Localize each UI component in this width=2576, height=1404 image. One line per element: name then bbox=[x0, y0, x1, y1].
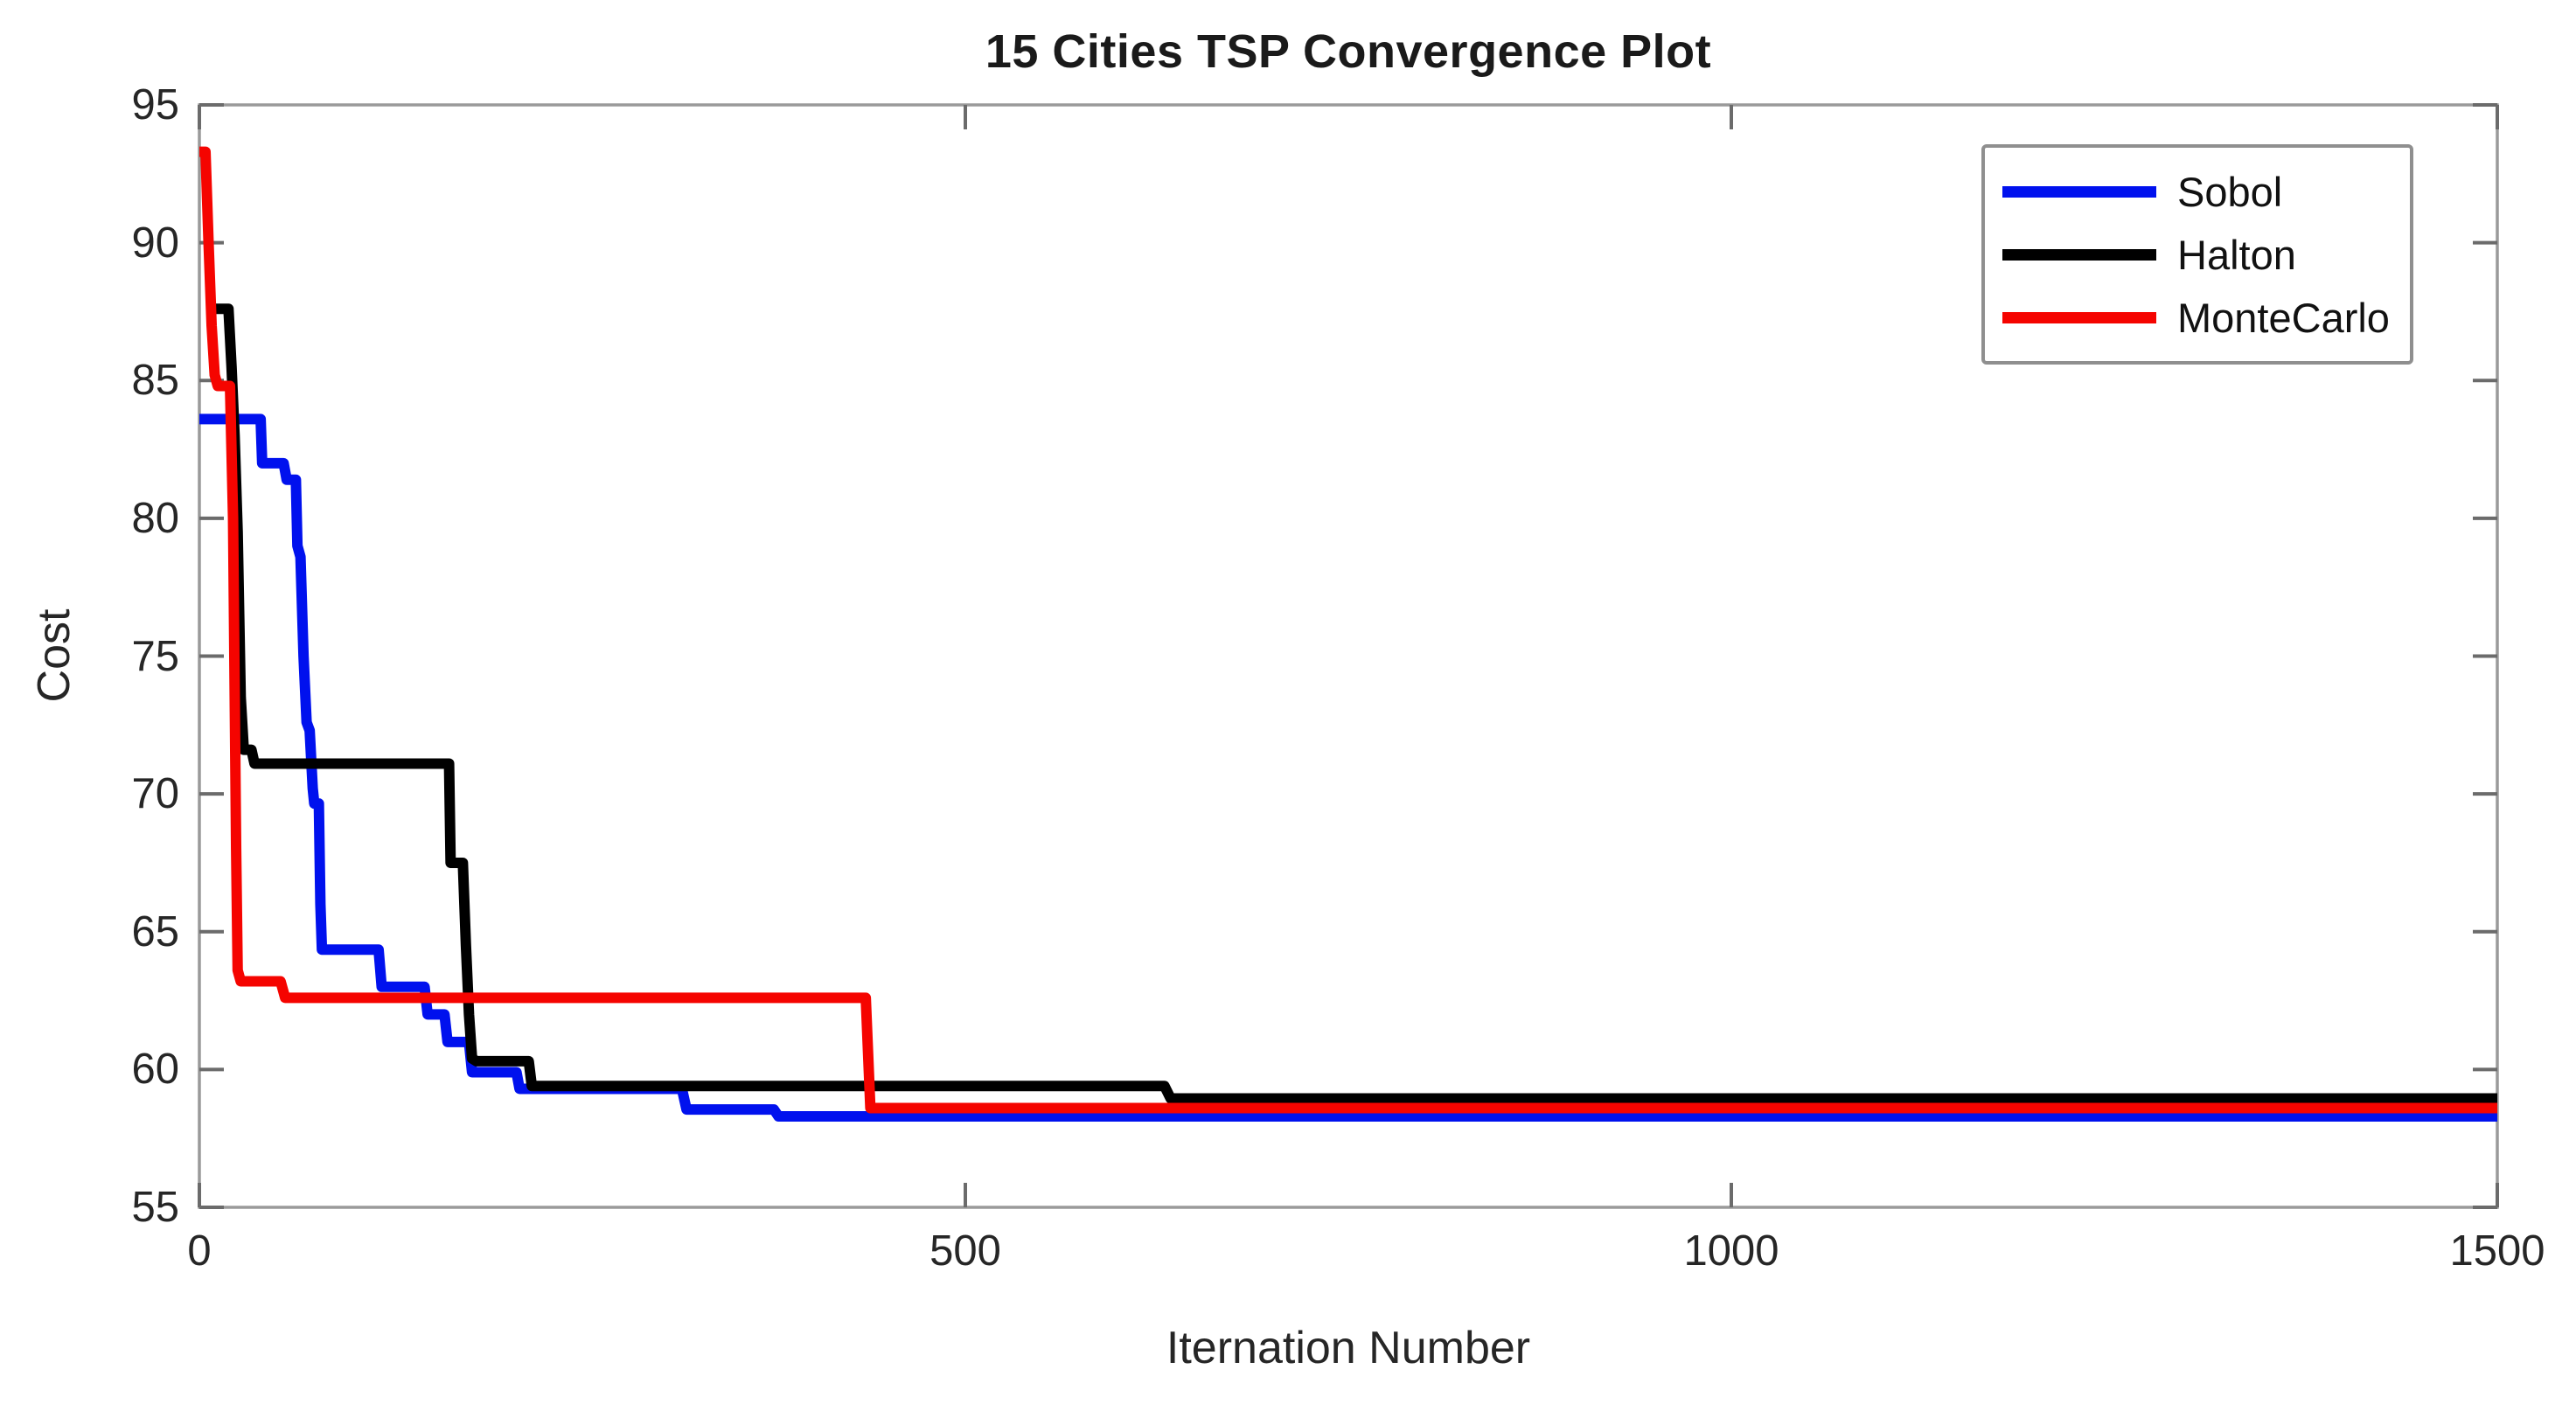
legend: Sobol Halton MonteCarlo bbox=[1981, 144, 2413, 365]
y-tick-label: 60 bbox=[131, 1046, 179, 1094]
x-tick-label: 500 bbox=[929, 1227, 1001, 1275]
chart-title: 15 Cities TSP Convergence Plot bbox=[985, 25, 1712, 78]
series-line-halton bbox=[212, 303, 2497, 1104]
y-tick-label: 85 bbox=[131, 357, 179, 405]
series-line-montecarlo bbox=[199, 146, 2497, 1114]
legend-label-sobol: Sobol bbox=[2177, 168, 2283, 215]
y-tick-label: 75 bbox=[131, 632, 179, 680]
y-tick-label: 95 bbox=[131, 81, 179, 129]
legend-swatch-montecarlo bbox=[2002, 311, 2156, 323]
x-axis-label: Iternation Number bbox=[1166, 1323, 1531, 1373]
legend-swatch-halton bbox=[2002, 248, 2156, 261]
series-line-sobol bbox=[199, 414, 2497, 1122]
y-tick-label: 65 bbox=[131, 907, 179, 956]
y-tick-label: 55 bbox=[131, 1184, 179, 1231]
y-tick-label: 70 bbox=[131, 770, 179, 818]
x-tick-label: 1000 bbox=[1683, 1227, 1779, 1275]
x-tick-label: 1500 bbox=[2449, 1227, 2545, 1275]
y-tick-label: 90 bbox=[131, 219, 179, 267]
legend-label-halton: Halton bbox=[2177, 231, 2296, 278]
legend-label-montecarlo: MonteCarlo bbox=[2177, 294, 2390, 341]
legend-swatch-sobol bbox=[2002, 185, 2156, 198]
y-tick-label: 80 bbox=[131, 494, 179, 542]
x-tick-label: 0 bbox=[187, 1227, 212, 1275]
legend-item-montecarlo: MonteCarlo bbox=[1985, 294, 2410, 342]
legend-item-sobol: Sobol bbox=[1985, 168, 2410, 216]
legend-item-halton: Halton bbox=[1985, 231, 2410, 279]
